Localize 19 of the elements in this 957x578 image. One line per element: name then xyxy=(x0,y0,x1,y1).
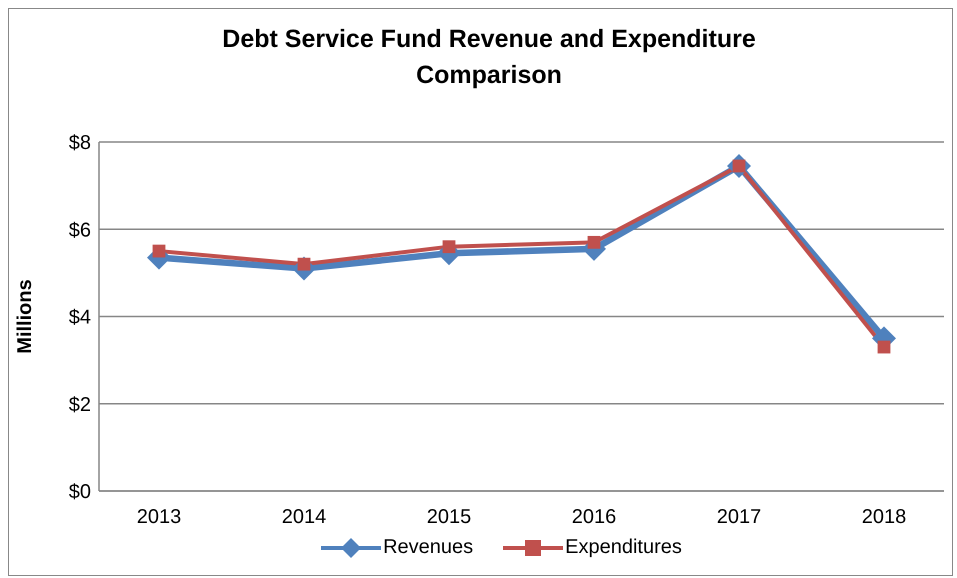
point xyxy=(152,244,166,258)
x-tick-label: 2014 xyxy=(282,506,326,528)
y-axis-title: Millions xyxy=(14,279,36,354)
x-tick-label: 2018 xyxy=(862,506,906,528)
chart-title: Debt Service Fund Revenue and Expenditure Comparison xyxy=(221,24,757,91)
y-tick-label: $4 xyxy=(68,306,91,329)
point xyxy=(588,236,600,249)
x-tick-label: 2015 xyxy=(426,506,472,528)
legend-label: Expenditures xyxy=(565,536,682,559)
y-tick-label: $6 xyxy=(68,219,91,242)
x-tick-label: 2013 xyxy=(136,506,182,528)
legend-label: Revenues xyxy=(383,536,474,559)
x-tick-label: 2017 xyxy=(716,506,762,528)
y-tick-label: $8 xyxy=(68,132,91,154)
point xyxy=(442,240,456,254)
point xyxy=(878,340,890,354)
y-tick-label: $0 xyxy=(68,481,91,504)
x-tick-label: 2016 xyxy=(572,506,616,528)
y-tick-label: $2 xyxy=(68,394,91,416)
